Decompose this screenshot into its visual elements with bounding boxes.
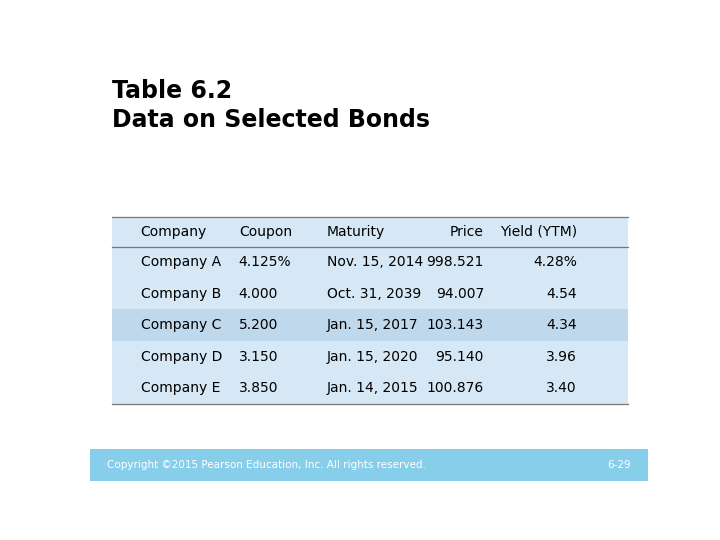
Text: Yield (YTM): Yield (YTM) [500, 225, 577, 239]
Text: Company D: Company D [140, 349, 222, 363]
Text: 95.140: 95.140 [436, 349, 484, 363]
Text: 4.28%: 4.28% [533, 255, 577, 269]
Text: Table 6.2: Table 6.2 [112, 79, 233, 103]
Text: Data on Selected Bonds: Data on Selected Bonds [112, 109, 431, 132]
FancyBboxPatch shape [112, 309, 629, 341]
Text: Jan. 14, 2015: Jan. 14, 2015 [327, 381, 418, 395]
Text: Company B: Company B [140, 287, 221, 301]
Text: 4.34: 4.34 [546, 318, 577, 332]
Text: Company: Company [140, 225, 207, 239]
Text: Company E: Company E [140, 381, 220, 395]
Text: Jan. 15, 2020: Jan. 15, 2020 [327, 349, 418, 363]
Text: Nov. 15, 2014: Nov. 15, 2014 [327, 255, 423, 269]
Text: 4.125%: 4.125% [239, 255, 292, 269]
Text: 4.54: 4.54 [546, 287, 577, 301]
Text: 103.143: 103.143 [427, 318, 484, 332]
FancyBboxPatch shape [112, 217, 629, 404]
Text: Oct. 31, 2039: Oct. 31, 2039 [327, 287, 420, 301]
Text: Jan. 15, 2017: Jan. 15, 2017 [327, 318, 418, 332]
Text: 5.200: 5.200 [239, 318, 278, 332]
Text: 3.150: 3.150 [239, 349, 278, 363]
FancyBboxPatch shape [90, 449, 648, 481]
Text: 998.521: 998.521 [426, 255, 484, 269]
Text: Copyright ©2015 Pearson Education, Inc. All rights reserved.: Copyright ©2015 Pearson Education, Inc. … [107, 460, 426, 470]
Text: 3.850: 3.850 [239, 381, 278, 395]
Text: 100.876: 100.876 [427, 381, 484, 395]
Text: Price: Price [450, 225, 484, 239]
Text: 3.96: 3.96 [546, 349, 577, 363]
Text: 3.40: 3.40 [546, 381, 577, 395]
Text: 94.007: 94.007 [436, 287, 484, 301]
Text: Company C: Company C [140, 318, 221, 332]
Text: Company A: Company A [140, 255, 221, 269]
Text: 6-29: 6-29 [608, 460, 631, 470]
Text: Maturity: Maturity [327, 225, 384, 239]
Text: Coupon: Coupon [239, 225, 292, 239]
Text: 4.000: 4.000 [239, 287, 278, 301]
